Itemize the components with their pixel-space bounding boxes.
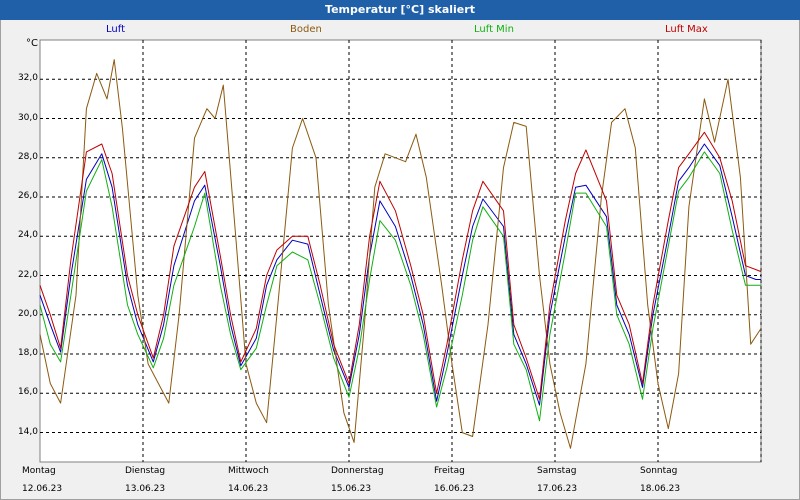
x-date-label: 14.06.23 xyxy=(228,484,269,494)
x-day-label: Dienstag xyxy=(125,466,166,476)
y-tick-label: 14,0 xyxy=(17,426,38,437)
legend-item: Luft xyxy=(106,24,125,35)
x-date-label: 17.06.23 xyxy=(537,484,578,494)
y-tick-label: 22,0 xyxy=(17,269,38,280)
legend-item: Luft Min xyxy=(474,24,514,35)
y-tick-label: 18,0 xyxy=(17,348,38,359)
y-tick-label: 28,0 xyxy=(17,151,38,162)
x-day-label: Montag xyxy=(22,466,56,476)
grid xyxy=(40,40,762,462)
series-line-luft-min xyxy=(39,151,761,422)
series-line-luft-max xyxy=(39,131,762,400)
legend-item: Boden xyxy=(290,24,322,35)
legend-item: Luft Max xyxy=(665,24,708,35)
y-tick-label: 16,0 xyxy=(17,387,38,398)
x-day-label: Sonntag xyxy=(640,466,678,476)
series-line-luft xyxy=(39,143,761,406)
x-day-label: Samstag xyxy=(537,466,577,476)
y-tick-label: 26,0 xyxy=(17,191,38,202)
y-tick-label: 20,0 xyxy=(17,308,38,319)
y-tick-label: 24,0 xyxy=(17,230,38,241)
series-lines xyxy=(39,59,762,449)
y-axis-unit: °C xyxy=(26,38,38,49)
x-date-label: 15.06.23 xyxy=(331,484,372,494)
y-tick-label: 32,0 xyxy=(17,73,38,84)
x-day-label: Mittwoch xyxy=(228,466,269,476)
x-day-label: Donnerstag xyxy=(331,466,384,476)
x-date-label: 16.06.23 xyxy=(434,484,475,494)
x-date-label: 18.06.23 xyxy=(640,484,681,494)
plot-area xyxy=(39,39,762,463)
series-line-boden xyxy=(39,59,762,449)
chart-title: Temperatur [°C] skaliert xyxy=(0,0,800,20)
x-day-label: Freitag xyxy=(434,466,465,476)
x-date-label: 13.06.23 xyxy=(125,484,166,494)
x-date-label: 12.06.23 xyxy=(22,484,63,494)
y-tick-label: 30,0 xyxy=(17,112,38,123)
